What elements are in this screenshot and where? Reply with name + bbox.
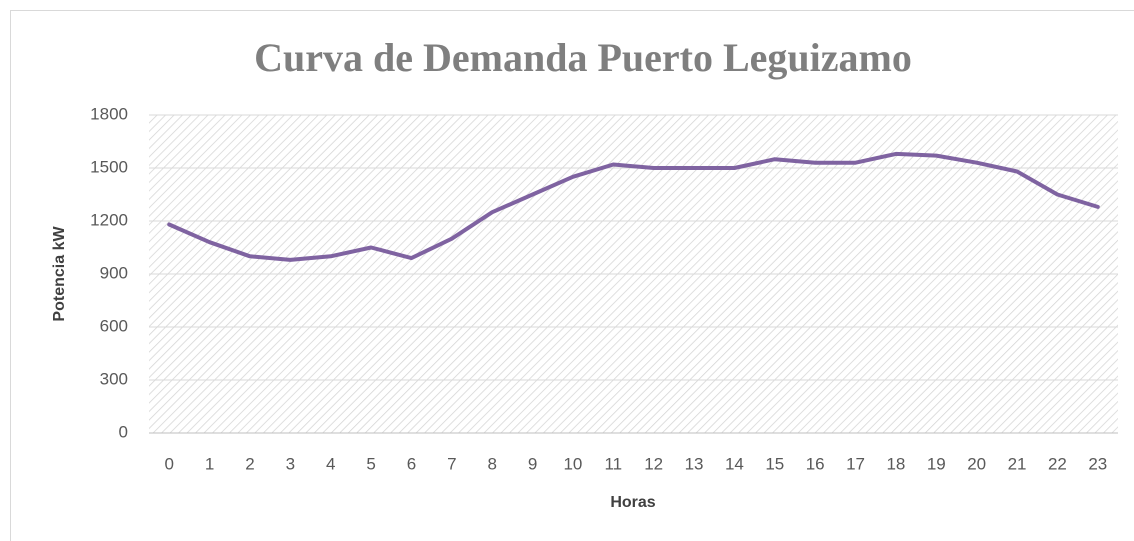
x-tick-label: 1 — [205, 454, 214, 473]
x-tick-label: 0 — [164, 454, 173, 473]
y-tick-label: 600 — [100, 316, 128, 335]
y-tick-label: 1800 — [90, 104, 128, 123]
x-tick-label: 10 — [563, 454, 582, 473]
x-tick-label: 22 — [1048, 454, 1067, 473]
x-tick-label: 18 — [886, 454, 905, 473]
x-tick-label: 7 — [447, 454, 456, 473]
x-tick-label: 21 — [1008, 454, 1027, 473]
y-tick-label: 0 — [119, 422, 128, 441]
x-tick-label: 16 — [806, 454, 825, 473]
chart-border — [10, 10, 1134, 541]
x-axis-title: Horas — [610, 494, 655, 511]
x-tick-label: 17 — [846, 454, 865, 473]
y-tick-label: 300 — [100, 369, 128, 388]
y-tick-label: 1200 — [90, 210, 128, 229]
x-tick-label: 13 — [685, 454, 704, 473]
x-tick-label: 9 — [528, 454, 537, 473]
x-tick-label: 5 — [366, 454, 375, 473]
x-tick-label: 2 — [245, 454, 254, 473]
x-tick-label: 6 — [407, 454, 416, 473]
chart-title: Curva de Demanda Puerto Leguizamo — [254, 35, 912, 80]
data-line — [167, 151, 1100, 262]
x-tick-label: 11 — [604, 454, 622, 473]
x-tick-label: 12 — [644, 454, 663, 473]
x-tick-label: 3 — [286, 454, 295, 473]
x-tick-label: 14 — [725, 454, 744, 473]
x-tick-label: 19 — [927, 454, 946, 473]
x-tick-label: 20 — [967, 454, 986, 473]
y-tick-label: 1500 — [90, 157, 128, 176]
x-tick-label: 8 — [487, 454, 496, 473]
x-tick-label: 23 — [1088, 454, 1107, 473]
y-tick-label: 900 — [100, 263, 128, 282]
x-tick-label: 15 — [765, 454, 784, 473]
y-axis-title: Potencia kW — [51, 226, 68, 322]
x-tick-label: 4 — [326, 454, 335, 473]
